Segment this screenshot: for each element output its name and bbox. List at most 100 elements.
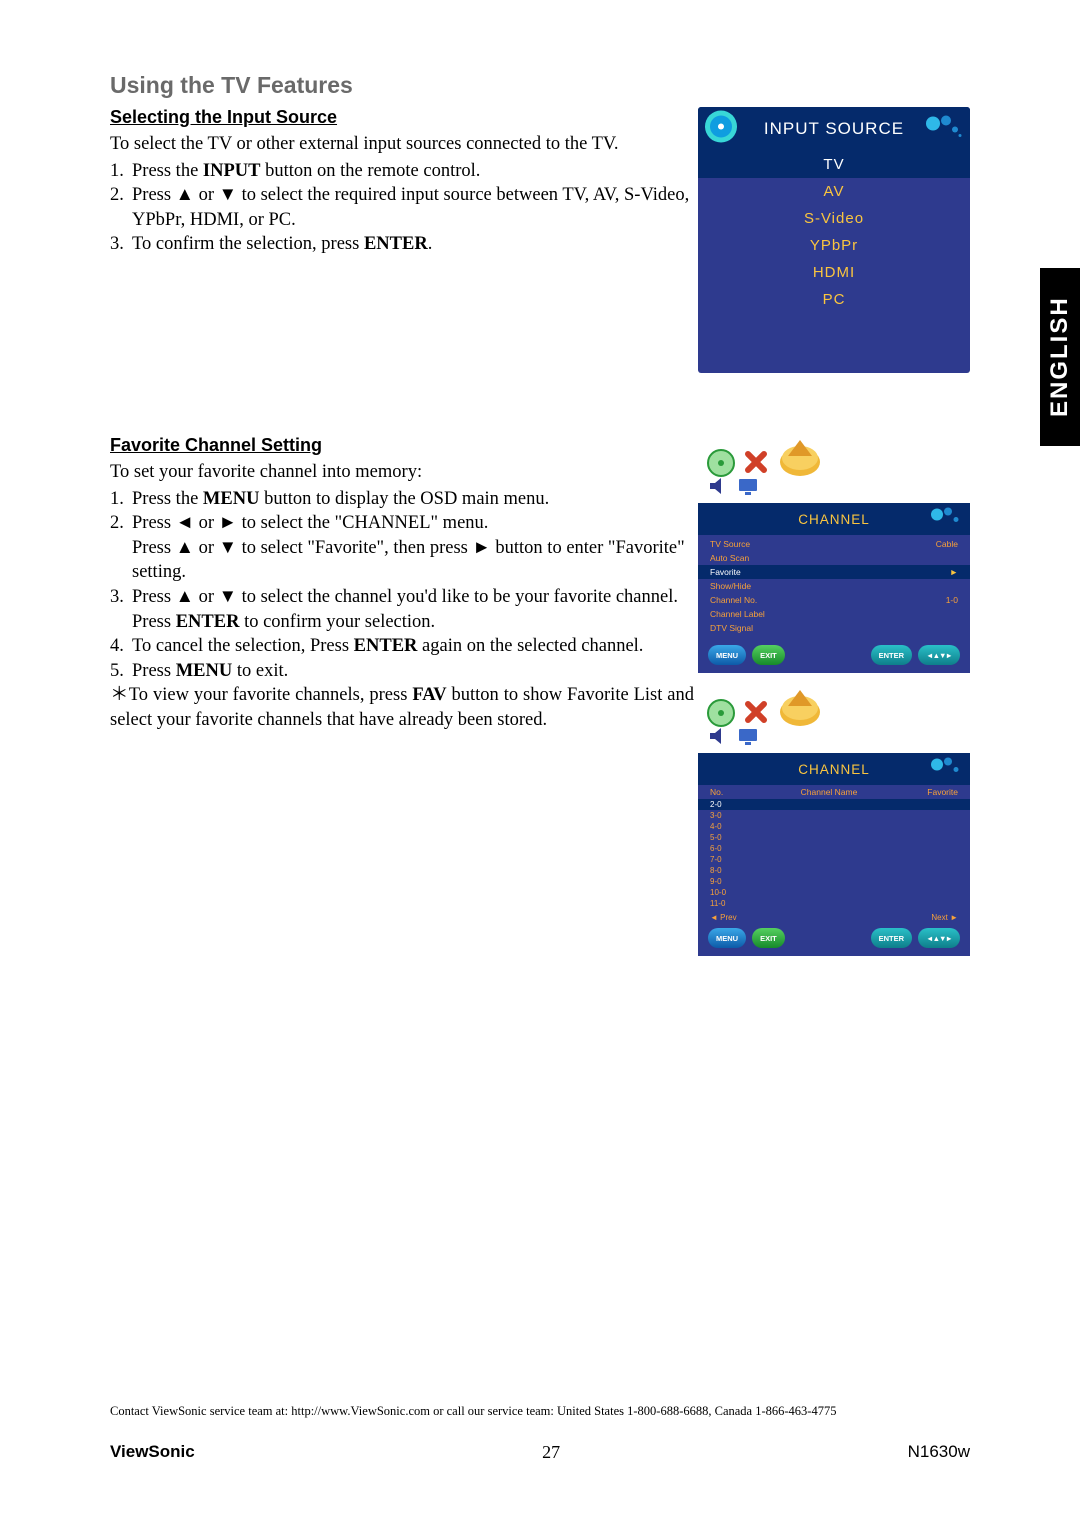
text: Press ▲ or ▼ to select "Favorite", then …: [110, 536, 694, 585]
section-input-source: Selecting the Input Source To select the…: [110, 107, 970, 373]
text: To cancel the selection, Press: [132, 636, 354, 656]
osd-menu-row[interactable]: DTV Signal: [698, 621, 970, 635]
language-tab: ENGLISH: [1040, 268, 1080, 446]
osd-channel-row[interactable]: 9-0: [698, 876, 970, 887]
tab-pc-icon: [736, 474, 760, 503]
text-bold: ENTER: [176, 612, 240, 632]
text: to confirm your selection.: [239, 612, 435, 632]
osd-menu-row[interactable]: Favorite►: [698, 565, 970, 579]
nav-arrows-icon[interactable]: ◄▲▼►: [918, 645, 960, 665]
osd-channel-row[interactable]: 11-0: [698, 898, 970, 909]
globe-icon: [704, 110, 738, 149]
col-header: No.: [710, 787, 760, 797]
list-item: 3. To confirm the selection, press ENTER…: [110, 232, 694, 257]
birds-icon: [922, 112, 964, 147]
input-source-item[interactable]: PC: [698, 286, 970, 313]
text-bold: INPUT: [203, 161, 261, 181]
text-bold: ENTER: [364, 234, 428, 254]
osd-title: INPUT SOURCE: [764, 119, 904, 139]
input-source-item[interactable]: YPbPr: [698, 232, 970, 259]
text-bold: ENTER: [354, 636, 418, 656]
text: Press ◄ or ► to select the "CHANNEL" men…: [132, 511, 694, 536]
osd-channel-row[interactable]: 8-0: [698, 865, 970, 876]
text: Press: [132, 612, 176, 632]
osd-header: CHANNEL: [698, 753, 970, 785]
tab-audio-icon: [706, 724, 730, 753]
osd-channel-row[interactable]: 6-0: [698, 843, 970, 854]
tab-channel-icon: [778, 686, 822, 733]
menu-button[interactable]: MENU: [708, 645, 746, 665]
subheading-favorite: Favorite Channel Setting: [110, 435, 694, 456]
text: Press ▲ or ▼ to select the channel you'd…: [132, 585, 694, 610]
osd-menu-row[interactable]: TV SourceCable: [698, 537, 970, 551]
enter-button[interactable]: ENTER: [871, 928, 912, 948]
list-item: 4. To cancel the selection, Press ENTER …: [110, 634, 694, 659]
text: Press ▲ or ▼ to select the required inpu…: [132, 183, 694, 232]
list-item: 5. Press MENU to exit.: [110, 659, 694, 684]
menu-button[interactable]: MENU: [708, 928, 746, 948]
osd-header: CHANNEL: [698, 503, 970, 535]
osd-channel-row[interactable]: 5-0: [698, 832, 970, 843]
list-item: 2. Press ▲ or ▼ to select the required i…: [110, 183, 694, 232]
text: Press: [132, 661, 176, 681]
text-bold: MENU: [203, 489, 260, 509]
contact-footnote: Contact ViewSonic service team at: http:…: [110, 1404, 970, 1419]
input-source-item[interactable]: AV: [698, 178, 970, 205]
footer-model: N1630w: [908, 1442, 970, 1463]
osd-column-headers: No. Channel Name Favorite: [698, 785, 970, 797]
osd-channel-row[interactable]: 2-0: [698, 799, 970, 810]
osd-menu-row[interactable]: Channel No.1-0: [698, 593, 970, 607]
list-item: 1. Press the INPUT button on the remote …: [110, 159, 694, 184]
osd-button-row: MENU EXIT ENTER ◄▲▼►: [698, 639, 970, 667]
osd-menu-row[interactable]: Auto Scan: [698, 551, 970, 565]
osd-channel-row[interactable]: 3-0: [698, 810, 970, 821]
osd-channel-row[interactable]: 10-0: [698, 887, 970, 898]
osd-channel-row[interactable]: 7-0: [698, 854, 970, 865]
text: again on the selected channel.: [417, 636, 643, 656]
osd-channel-row[interactable]: 4-0: [698, 821, 970, 832]
text-intro-1: To select the TV or other external input…: [110, 132, 694, 157]
text: To confirm the selection, press: [132, 234, 364, 254]
exit-button[interactable]: EXIT: [752, 928, 785, 948]
birds-icon: [928, 755, 964, 784]
text: Press the: [132, 161, 203, 181]
text: button to display the OSD main menu.: [259, 489, 549, 509]
section-favorite-channel: Favorite Channel Setting To set your fav…: [110, 435, 970, 968]
osd-header: INPUT SOURCE: [698, 107, 970, 151]
text: .: [428, 234, 433, 254]
list-item: 2. Press ◄ or ► to select the "CHANNEL" …: [110, 511, 694, 536]
birds-icon: [928, 505, 964, 534]
osd-menu-row[interactable]: Show/Hide: [698, 579, 970, 593]
input-source-item[interactable]: HDMI: [698, 259, 970, 286]
footer-brand: ViewSonic: [110, 1442, 195, 1463]
prev-label[interactable]: ◄ Prev: [710, 913, 737, 922]
osd-favorite-list: CHANNEL No. Channel Name Favorite 2-03-0…: [698, 685, 970, 956]
exit-button[interactable]: EXIT: [752, 645, 785, 665]
osd-title: CHANNEL: [798, 762, 870, 777]
input-source-item[interactable]: TV: [698, 151, 970, 178]
tab-channel-icon: [778, 436, 822, 483]
text: to exit.: [232, 661, 288, 681]
osd-pagination: ◄ Prev Next ►: [698, 913, 970, 922]
next-label[interactable]: Next ►: [931, 913, 958, 922]
osd-title: CHANNEL: [798, 512, 870, 527]
page-footer: ViewSonic 27 N1630w: [110, 1442, 970, 1463]
list-item: 3. Press ▲ or ▼ to select the channel yo…: [110, 585, 694, 610]
subheading-input-source: Selecting the Input Source: [110, 107, 694, 128]
col-header: Favorite: [898, 787, 958, 797]
osd-button-row: MENU EXIT ENTER ◄▲▼►: [698, 922, 970, 950]
osd-input-source: INPUT SOURCE TVAVS-VideoYPbPrHDMIPC: [698, 107, 970, 373]
text: ＊To view your favorite channels, press: [110, 685, 412, 705]
nav-arrows-icon[interactable]: ◄▲▼►: [918, 928, 960, 948]
text-bold: MENU: [176, 661, 233, 681]
osd-menu-row[interactable]: Channel Label: [698, 607, 970, 621]
page-content: Using the TV Features Selecting the Inpu…: [110, 72, 970, 968]
input-source-item[interactable]: S-Video: [698, 205, 970, 232]
osd-channel-menu: CHANNEL TV SourceCableAuto ScanFavorite►…: [698, 435, 970, 673]
text-intro-2: To set your favorite channel into memory…: [110, 460, 694, 485]
col-header: Channel Name: [760, 787, 898, 797]
text: Press the: [132, 489, 203, 509]
text: button on the remote control.: [260, 161, 480, 181]
tab-audio-icon: [706, 474, 730, 503]
enter-button[interactable]: ENTER: [871, 645, 912, 665]
